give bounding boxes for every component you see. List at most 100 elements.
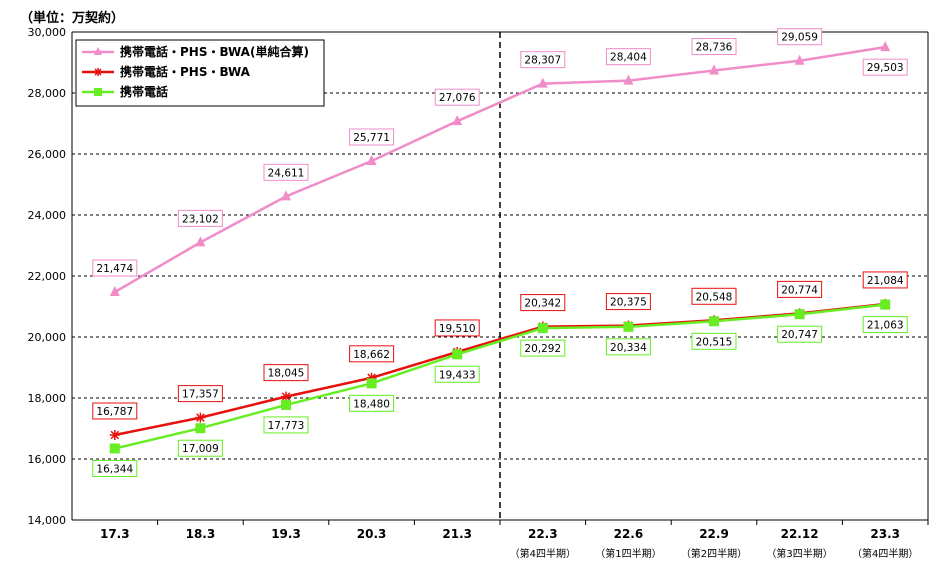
x-tick-sublabel: （第4四半期） bbox=[510, 547, 576, 560]
square-marker bbox=[366, 378, 377, 389]
data-label-box bbox=[177, 385, 223, 403]
y-tick-label: 20,000 bbox=[28, 331, 67, 344]
data-label: 19,433 bbox=[439, 369, 476, 381]
data-label: 28,404 bbox=[610, 52, 647, 64]
triangle-marker bbox=[880, 41, 891, 52]
data-label: 21,063 bbox=[867, 320, 904, 332]
triangle-marker bbox=[109, 286, 120, 297]
data-label-box bbox=[92, 460, 138, 478]
x-tick-label: 21.3 bbox=[442, 527, 472, 541]
y-tick-label: 22,000 bbox=[28, 270, 67, 283]
unit-label: （単位：万契約） bbox=[20, 10, 124, 26]
y-tick-label: 18,000 bbox=[28, 392, 67, 405]
data-label: 17,357 bbox=[182, 389, 219, 401]
x-tick-sublabel: （第4四半期） bbox=[852, 547, 918, 560]
square-marker bbox=[794, 309, 805, 320]
data-label: 29,503 bbox=[867, 62, 904, 74]
data-label-box bbox=[520, 294, 566, 312]
y-tick-label: 28,000 bbox=[28, 87, 67, 100]
data-label-box bbox=[605, 338, 651, 356]
data-label-box bbox=[777, 280, 823, 298]
square-marker bbox=[452, 349, 463, 360]
star-marker bbox=[109, 429, 120, 440]
x-tick-label: 18.3 bbox=[186, 527, 216, 541]
triangle-marker bbox=[452, 115, 463, 126]
triangle-marker bbox=[537, 77, 548, 88]
square-marker bbox=[709, 316, 719, 327]
data-label: 18,045 bbox=[268, 368, 305, 380]
square-marker bbox=[281, 399, 291, 410]
x-tick-label: 20.3 bbox=[357, 527, 387, 541]
data-label: 25,771 bbox=[353, 132, 390, 144]
data-label: 29,059 bbox=[781, 32, 818, 44]
x-tick-label: 23.3 bbox=[870, 527, 900, 541]
x-tick-label: 22.12 bbox=[781, 527, 819, 541]
data-label: 20,774 bbox=[781, 284, 818, 296]
data-label-box bbox=[605, 293, 651, 311]
triangle-marker bbox=[366, 154, 377, 165]
data-label: 23,102 bbox=[182, 213, 219, 225]
series-line bbox=[114, 45, 886, 294]
x-tick-label: 19.3 bbox=[271, 527, 301, 541]
data-label: 20,375 bbox=[610, 297, 647, 309]
data-label-box bbox=[349, 394, 395, 412]
series-line bbox=[114, 303, 886, 450]
square-marker bbox=[880, 299, 891, 310]
square-marker bbox=[109, 443, 120, 454]
legend-label: 携帯電話 bbox=[120, 84, 168, 99]
square-marker bbox=[537, 323, 548, 334]
data-label-box bbox=[691, 287, 737, 305]
data-label-box bbox=[862, 316, 908, 334]
data-label: 20,292 bbox=[524, 343, 561, 355]
y-tick-label: 16,000 bbox=[28, 453, 67, 466]
data-label: 20,342 bbox=[524, 298, 561, 310]
series-group bbox=[109, 41, 891, 454]
triangle-marker bbox=[281, 190, 291, 201]
triangle-marker bbox=[709, 64, 719, 75]
data-label: 20,515 bbox=[696, 336, 733, 348]
triangle-marker bbox=[623, 74, 634, 85]
x-tick-label: 17.3 bbox=[100, 527, 130, 541]
data-label-box bbox=[691, 332, 737, 350]
data-label: 27,076 bbox=[439, 92, 476, 104]
data-label-box bbox=[605, 48, 651, 66]
data-label-box bbox=[520, 51, 566, 69]
triangle-marker bbox=[195, 236, 206, 247]
square-marker bbox=[623, 321, 634, 332]
data-label: 17,009 bbox=[182, 443, 219, 455]
data-label: 21,474 bbox=[96, 263, 133, 275]
x-tick-label: 22.6 bbox=[614, 527, 644, 541]
triangle-marker bbox=[94, 47, 102, 55]
data-label-box bbox=[520, 339, 566, 357]
data-label-box bbox=[177, 209, 223, 227]
axes: 14,000 16,000 18,000 20,000 22,000 24,000 26,0… bbox=[28, 26, 929, 560]
square-marker bbox=[94, 88, 102, 96]
data-label: 20,548 bbox=[696, 291, 733, 303]
data-label: 20,747 bbox=[781, 329, 818, 341]
data-label-box bbox=[349, 128, 395, 146]
data-label-box bbox=[862, 58, 908, 76]
data-labels: 21,474 23,102 24,611 25,771 27,076 28,307 28,4… bbox=[92, 28, 908, 478]
data-label: 19,510 bbox=[439, 323, 476, 335]
data-label-box bbox=[434, 365, 480, 383]
y-tick-label: 30,000 bbox=[28, 26, 67, 39]
legend-box bbox=[75, 39, 325, 107]
star-marker bbox=[94, 68, 102, 76]
data-label: 18,662 bbox=[353, 349, 390, 361]
x-tick-label: 22.9 bbox=[699, 527, 729, 541]
data-label-box bbox=[862, 271, 908, 289]
data-label: 21,084 bbox=[867, 275, 904, 287]
data-label-box bbox=[434, 88, 480, 106]
data-label-box bbox=[691, 38, 737, 56]
data-label: 16,787 bbox=[96, 406, 133, 418]
legend-label: 携帯電話・PHS・BWA bbox=[120, 64, 251, 79]
legend-label: 携帯電話・PHS・BWA(単純合算) bbox=[120, 44, 309, 59]
y-tick-label: 24,000 bbox=[28, 209, 67, 222]
data-label: 28,736 bbox=[696, 42, 733, 54]
x-tick-sublabel: （第3四半期） bbox=[766, 547, 832, 560]
data-label-box bbox=[349, 345, 395, 363]
data-label: 16,344 bbox=[96, 464, 133, 476]
data-label-box bbox=[777, 325, 823, 343]
